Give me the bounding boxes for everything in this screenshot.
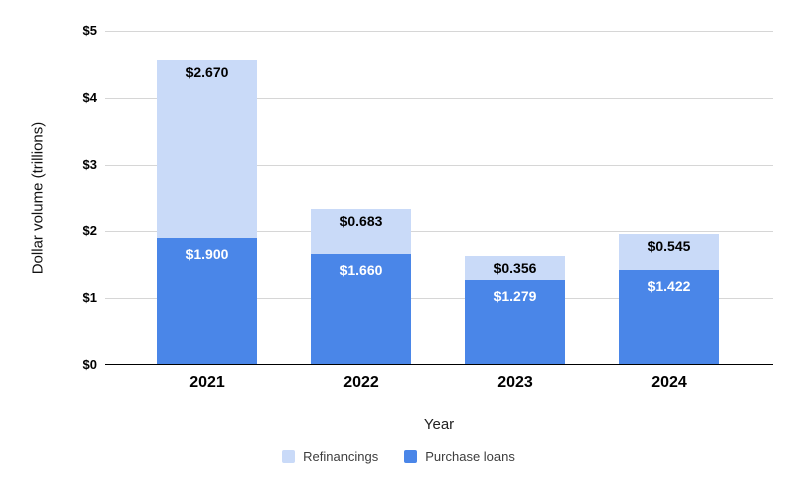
data-label-2023-purchase-loans: $1.279 bbox=[493, 287, 537, 304]
legend-label-refinancings: Refinancings bbox=[303, 449, 379, 464]
data-label-2022-refinancings: $0.683 bbox=[339, 212, 383, 229]
bar-segment-2023-purchase-loans[interactable]: $1.279 bbox=[465, 279, 565, 365]
bar-band-2024: $0.545 $1.422 bbox=[592, 31, 746, 365]
x-axis-line bbox=[105, 363, 773, 365]
bar-2023: $0.356 $1.279 bbox=[465, 255, 565, 365]
bar-band-2023: $0.356 $1.279 bbox=[438, 31, 592, 365]
legend-label-purchase-loans: Purchase loans bbox=[425, 449, 515, 464]
x-axis-category-labels: 2021 2022 2023 2024 bbox=[130, 374, 746, 392]
bar-segment-2021-refinancings[interactable]: $2.670 bbox=[157, 59, 257, 239]
x-category-label-2022: 2022 bbox=[343, 374, 379, 391]
legend-swatch-refinancings bbox=[282, 450, 296, 463]
bar-segment-2024-refinancings[interactable]: $0.545 bbox=[619, 233, 719, 270]
x-category-label-2023: 2023 bbox=[497, 374, 533, 391]
legend-item-purchase-loans[interactable]: Purchase loans bbox=[404, 449, 515, 464]
bar-segment-2024-purchase-loans[interactable]: $1.422 bbox=[619, 270, 719, 365]
bar-band-2022: $0.683 $1.660 bbox=[284, 31, 438, 365]
bar-segment-2023-refinancings[interactable]: $0.356 bbox=[465, 255, 565, 280]
legend-swatch-purchase-loans bbox=[404, 450, 418, 463]
bar-2021: $2.670 $1.900 bbox=[157, 59, 257, 365]
bar-2022: $0.683 $1.660 bbox=[311, 208, 411, 366]
data-label-2022-purchase-loans: $1.660 bbox=[339, 262, 383, 279]
bar-band-2021: $2.670 $1.900 bbox=[130, 31, 284, 365]
gridline--5 bbox=[105, 31, 773, 32]
bar-segment-2022-refinancings[interactable]: $0.683 bbox=[311, 208, 411, 255]
gridline--2 bbox=[105, 231, 773, 233]
data-label-2024-refinancings: $0.545 bbox=[647, 237, 691, 254]
bars-row: $2.670 $1.900 $0.683 $1.660 $0.356 $1.279 $0.5… bbox=[130, 31, 746, 365]
y-tick-label--0: $0 bbox=[82, 357, 97, 372]
data-label-2023-refinancings: $0.356 bbox=[493, 259, 537, 276]
bar-2024: $0.545 $1.422 bbox=[619, 233, 719, 365]
y-tick-label--4: $4 bbox=[82, 89, 97, 105]
data-label-2021-purchase-loans: $1.900 bbox=[185, 246, 229, 263]
legend-item-refinancings[interactable]: Refinancings bbox=[282, 449, 378, 464]
x-category-label-2021: 2021 bbox=[189, 374, 225, 391]
y-tick-label--2: $2 bbox=[82, 223, 97, 239]
bar-segment-2022-purchase-loans[interactable]: $1.660 bbox=[311, 254, 411, 365]
plot-area: $2.670 $1.900 $0.683 $1.660 $0.356 $1.279 $0.5… bbox=[105, 31, 773, 365]
chart-legend: Refinancings Purchase loans bbox=[0, 449, 797, 464]
data-label-2024-purchase-loans: $1.422 bbox=[647, 278, 691, 294]
x-category-label-2024: 2024 bbox=[651, 374, 687, 391]
y-tick-label--5: $5 bbox=[82, 23, 97, 38]
y-tick-label--3: $3 bbox=[82, 156, 97, 172]
y-tick-label--1: $1 bbox=[82, 290, 97, 306]
gridline--1 bbox=[105, 298, 773, 300]
gridline--3 bbox=[105, 164, 773, 166]
x-axis-title: Year bbox=[423, 416, 455, 433]
gridline--4 bbox=[105, 97, 773, 99]
y-axis-tick-labels: $0 $1 $2 $3 $4 $5 bbox=[0, 23, 97, 372]
bar-segment-2021-purchase-loans[interactable]: $1.900 bbox=[157, 238, 257, 365]
data-label-2021-refinancings: $2.670 bbox=[185, 63, 229, 80]
